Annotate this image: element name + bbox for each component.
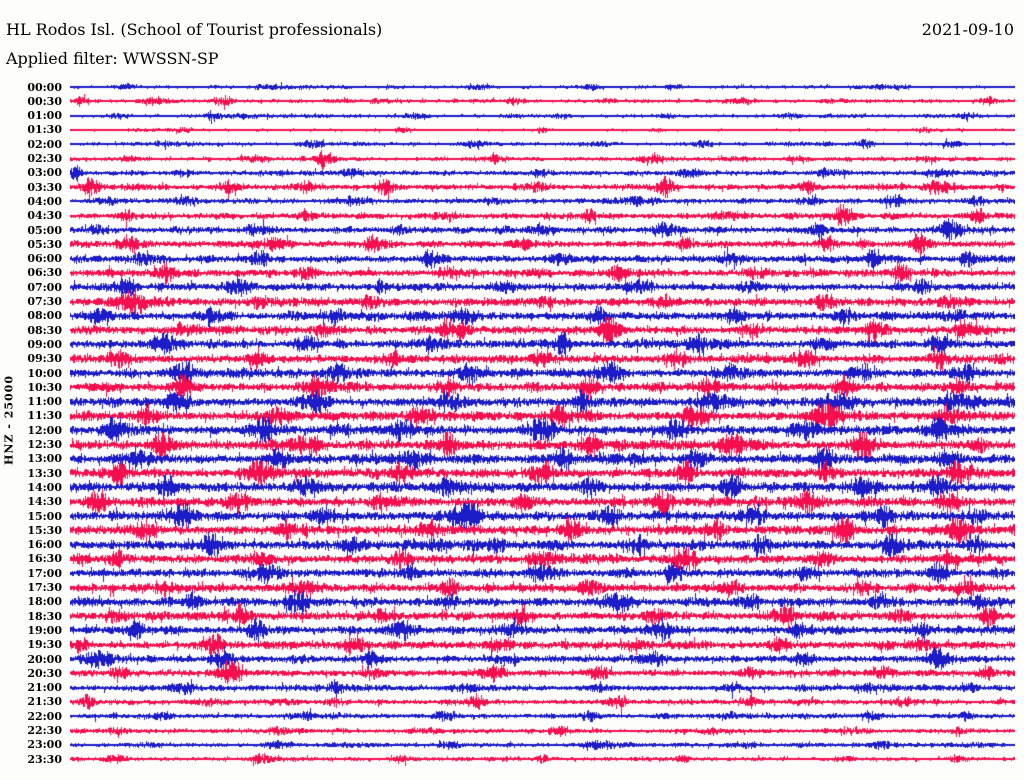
trace-time-label: 04:30 [27, 209, 62, 223]
trace-time-label: 14:30 [27, 495, 62, 509]
trace-time-label: 15:30 [27, 523, 62, 537]
trace-time-label: 09:30 [27, 352, 62, 366]
trace-time-label: 04:00 [27, 194, 62, 208]
trace-time-label: 10:30 [27, 380, 62, 394]
trace-time-label: 03:00 [27, 166, 62, 180]
trace-time-label: 20:30 [27, 666, 62, 680]
trace-time-label: 23:30 [27, 752, 62, 766]
trace-time-label: 10:00 [27, 366, 62, 380]
trace-time-label: 06:00 [27, 252, 62, 266]
trace-time-label: 05:00 [27, 223, 62, 237]
trace-time-label: 07:00 [27, 280, 62, 294]
trace-time-label: 08:30 [27, 323, 62, 337]
trace-time-label: 22:00 [27, 709, 62, 723]
trace-time-label: 17:30 [27, 581, 62, 594]
trace-time-label: 20:00 [27, 652, 62, 666]
trace-time-label: 21:00 [27, 681, 62, 695]
trace-time-label: 22:30 [27, 724, 62, 737]
trace-time-label: 02:00 [27, 137, 62, 151]
trace-time-label: 15:00 [27, 509, 62, 523]
trace-time-label: 01:00 [27, 109, 62, 123]
trace-time-label: 02:30 [27, 152, 62, 165]
trace-time-label: 12:00 [27, 423, 62, 437]
trace-time-label: 07:30 [27, 295, 62, 308]
trace-time-label: 16:30 [27, 552, 62, 566]
trace-time-label: 11:00 [27, 395, 62, 409]
trace-time-label: 13:30 [27, 466, 62, 480]
trace-time-label: 21:30 [27, 695, 62, 709]
trace-time-label: 16:00 [27, 538, 62, 552]
trace-time-label: 06:30 [27, 266, 62, 280]
trace-time-label: 14:00 [27, 480, 62, 494]
trace-time-label: 09:00 [27, 337, 62, 351]
trace-time-label: 11:30 [27, 409, 62, 423]
trace-time-label: 23:00 [27, 738, 62, 752]
trace-time-label: 08:00 [27, 309, 62, 323]
trace-time-label: 19:30 [27, 638, 62, 652]
seismogram-canvas [70, 0, 1015, 780]
trace-time-label: 18:30 [27, 609, 62, 623]
trace-time-label: 12:30 [27, 438, 62, 451]
trace-time-label: 01:30 [27, 123, 62, 137]
trace-time-label: 05:30 [27, 237, 62, 251]
trace-time-label: 13:00 [27, 452, 62, 466]
trace-time-label: 03:30 [27, 180, 62, 194]
trace-time-label: 00:00 [27, 80, 62, 94]
trace-time-label: 17:00 [27, 566, 62, 580]
trace-time-label: 18:00 [27, 595, 62, 609]
trace-time-label: 19:00 [27, 623, 62, 637]
trace-time-label: 00:30 [27, 94, 62, 108]
